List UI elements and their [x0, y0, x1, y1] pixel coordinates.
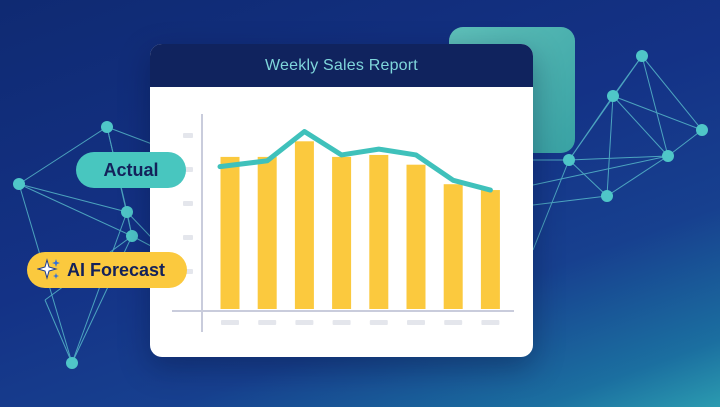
legend-actual-label: Actual	[103, 159, 159, 180]
weekly-sales-report-card: Weekly Sales Report	[150, 44, 533, 357]
forecast-bar	[220, 156, 240, 309]
legend-actual-pill: Actual	[76, 152, 186, 188]
forecast-bar	[257, 156, 277, 309]
forecast-bar	[332, 156, 352, 309]
y-tick-mark	[183, 133, 193, 138]
x-tick-mark	[444, 320, 463, 325]
legend-forecast-label: AI Forecast	[67, 259, 166, 280]
x-tick-mark	[407, 320, 425, 325]
x-tick-mark	[221, 320, 239, 325]
report-header: Weekly Sales Report	[150, 44, 533, 87]
x-tick-mark	[481, 320, 500, 325]
y-tick-mark	[183, 201, 193, 206]
forecast-bar	[369, 154, 389, 309]
forecast-bar	[294, 141, 314, 309]
sales-chart	[172, 114, 514, 332]
report-title: Weekly Sales Report	[265, 56, 418, 74]
legend-forecast-pill: AI Forecast	[27, 252, 187, 288]
forecast-bar	[443, 184, 463, 309]
forecast-bar	[480, 190, 500, 309]
sparkle-icon	[37, 258, 60, 280]
x-tick-mark	[258, 320, 277, 325]
actual-line	[217, 129, 493, 193]
forecast-bar	[406, 164, 426, 309]
x-tick-mark	[332, 320, 351, 325]
x-tick-mark	[295, 320, 314, 325]
x-tick-mark	[369, 320, 388, 325]
y-tick-mark	[183, 235, 193, 240]
